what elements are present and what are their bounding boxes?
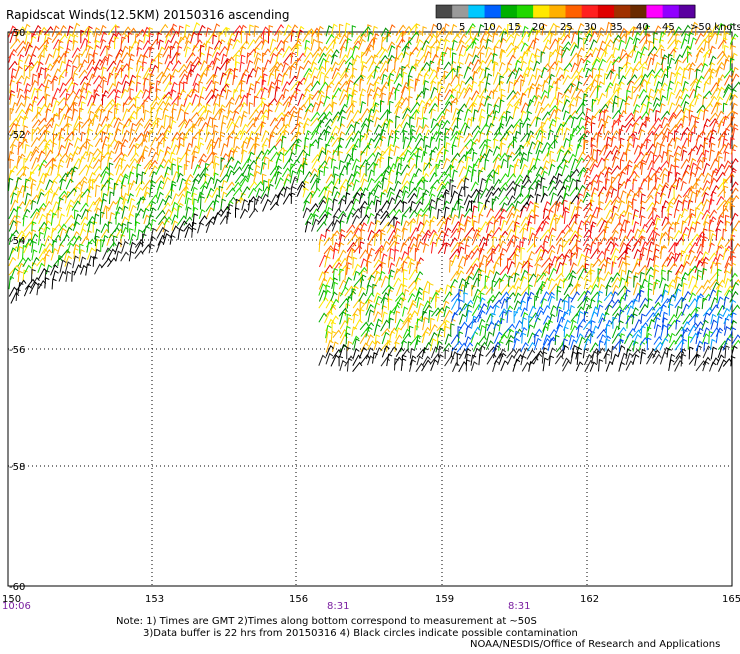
lat-label: -58 [9, 462, 25, 473]
wind-speed-legend: 0 5 10 15 20 25 30 35 40 45 >50 knots [436, 5, 740, 33]
legend-tick-label: 15 [508, 22, 521, 33]
legend-swatch [646, 5, 663, 18]
note-line-1: Note: 1) Times are GMT 2)Times along bot… [116, 616, 537, 627]
lat-label: -60 [9, 582, 25, 593]
legend-swatch [630, 5, 647, 18]
wind-barbs [9, 23, 740, 373]
lon-label: 153 [145, 594, 164, 605]
lat-label: -52 [9, 130, 25, 141]
legend-swatch [566, 5, 583, 18]
legend-tick-label: 0 [436, 22, 442, 33]
legend-swatch [468, 5, 485, 18]
map-title: Rapidscat Winds(12.5KM) 20150316 ascendi… [6, 8, 290, 22]
legend-swatch [452, 5, 469, 18]
legend-tick-label: 20 [532, 22, 545, 33]
lon-label: 162 [580, 594, 599, 605]
legend-swatch [679, 5, 696, 18]
lon-label: 165 [722, 594, 740, 605]
wind-barb-set [451, 289, 736, 351]
credit-line: NOAA/NESDIS/Office of Research and Appli… [470, 639, 720, 650]
legend-tick-label: >50 knots [690, 22, 740, 33]
legend-swatch [517, 5, 534, 18]
legend-swatch [436, 5, 453, 18]
legend-swatch [598, 5, 615, 18]
legend-swatch [549, 5, 566, 18]
lat-label: -54 [9, 236, 25, 247]
lat-label: -50 [9, 28, 25, 39]
legend-swatch [501, 5, 518, 18]
lon-label: 156 [289, 594, 308, 605]
lat-label: -56 [9, 345, 25, 356]
legend-tick-label: 5 [459, 22, 465, 33]
lon-label: 159 [435, 594, 454, 605]
legend-swatch [663, 5, 680, 18]
wind-barb-set [10, 23, 733, 351]
pass-time-label: 8:31 [327, 601, 349, 612]
legend-tick-label: 45 [662, 22, 675, 33]
pass-time-label: 10:06 [2, 601, 31, 612]
legend-swatch [582, 5, 599, 18]
legend-tick-label: 35 [610, 22, 623, 33]
legend-swatch [614, 5, 631, 18]
pass-time-label: 8:31 [508, 601, 530, 612]
legend-tick-label: 30 [584, 22, 597, 33]
legend-tick-label: 25 [560, 22, 573, 33]
legend-swatch [485, 5, 502, 18]
legend-tick-label: 10 [483, 22, 496, 33]
legend-swatch [533, 5, 550, 18]
note-line-2: 3)Data buffer is 22 hrs from 20150316 4)… [143, 628, 578, 639]
legend-tick-label: 40 [636, 22, 649, 33]
